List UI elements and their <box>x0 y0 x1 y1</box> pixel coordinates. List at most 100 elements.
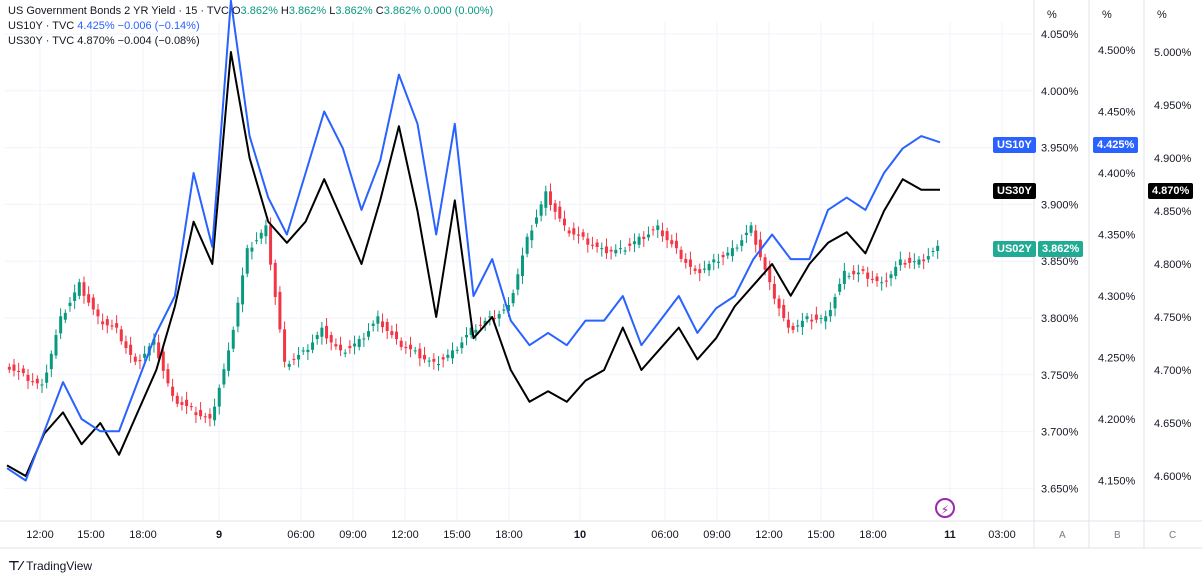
us02y-candle-body <box>651 229 655 231</box>
us02y-candle-body <box>884 280 888 282</box>
legend-us30y[interactable]: US30Y · TVC 4.870% −0.004 (−0.08%) <box>8 34 493 49</box>
us02y-candle-body <box>348 345 352 349</box>
us02y-candle-body <box>861 269 865 271</box>
us02y-candle-body <box>712 259 716 263</box>
close-value: 3.862% <box>383 5 422 17</box>
a-tick-label: 3.950% <box>1041 143 1079 155</box>
b-tick-label: 4.300% <box>1098 291 1136 303</box>
us02y-candle-body <box>740 240 744 246</box>
us02y-candle-body <box>679 249 683 259</box>
a-tick-label: 4.050% <box>1041 29 1079 41</box>
axis-a-letter[interactable]: A <box>1059 530 1066 541</box>
x-tick-label: 09:00 <box>339 529 367 541</box>
us02y-candle-body <box>311 342 315 350</box>
a-tick-label: 3.650% <box>1041 483 1079 495</box>
us02y-candle-body <box>716 261 720 263</box>
axis-c-unit: % <box>1157 9 1167 21</box>
us02y-candle-body <box>217 387 221 407</box>
us02y-candle-body <box>357 339 361 347</box>
us02y-candle-body <box>506 304 510 312</box>
us02y-candle-body <box>91 297 95 310</box>
us02y-candle-body <box>474 329 478 333</box>
x-tick-label: 10 <box>574 529 586 541</box>
us02y-candle-body <box>660 230 664 237</box>
us02y-candle-body <box>77 282 81 296</box>
b-tick-label: 4.200% <box>1098 414 1136 426</box>
us02y-candle-body <box>791 325 795 330</box>
us02y-candle-body <box>446 354 450 358</box>
us30y-symbol-tag: US30Y <box>993 183 1036 199</box>
tradingview-logo[interactable]: ⊤⁄ TradingView <box>8 558 92 574</box>
us02y-candle-body <box>49 353 53 370</box>
us02y-candle-body <box>437 364 441 366</box>
us02y-candle-body <box>665 231 669 241</box>
axis-c-letter[interactable]: C <box>1169 530 1177 541</box>
us02y-candle-body <box>63 312 67 320</box>
us02y-candle-body <box>600 248 604 250</box>
us02y-candle-body <box>754 230 758 245</box>
tradingview-logo-icon: ⊤⁄ <box>8 558 23 573</box>
us02y-candle-body <box>441 357 445 360</box>
us02y-candle-body <box>236 302 240 327</box>
x-tick-label: 06:00 <box>287 529 315 541</box>
us02y-candle-body <box>59 316 63 334</box>
us02y-candle-body <box>749 225 753 233</box>
us02y-candle-body <box>796 325 800 327</box>
us02y-candle-body <box>334 344 338 347</box>
us02y-candle-body <box>870 278 874 280</box>
us02y-candle-body <box>250 247 254 252</box>
us02y-candle-body <box>208 413 212 419</box>
us30y-line <box>6 51 940 477</box>
us02y-candle-body <box>726 252 730 256</box>
c-tick-label: 4.850% <box>1154 206 1192 218</box>
lightning-icon[interactable]: ⚡ <box>935 498 955 518</box>
us02y-candle-body <box>903 262 907 265</box>
close-label: C <box>375 5 384 17</box>
us10y-symbol-tag: US10Y <box>993 137 1036 153</box>
tradingview-brand: TradingView <box>26 559 93 573</box>
axis-a-unit: % <box>1047 9 1057 21</box>
us02y-candle-body <box>203 416 207 418</box>
legend-us10y[interactable]: US10Y · TVC 4.425% −0.006 (−0.14%) <box>8 19 493 34</box>
us02y-candle-body <box>413 350 417 352</box>
chart-legend: US Government Bonds 2 YR Yield · 15 · TV… <box>8 4 493 49</box>
us10y-line <box>6 0 941 482</box>
us02y-candle-body <box>786 319 790 328</box>
us02y-candle-body <box>814 314 818 320</box>
us02y-candle-body <box>115 323 119 328</box>
us02y-candle-body <box>306 349 310 353</box>
legend-us30y-last: 4.870% <box>77 35 115 47</box>
us02y-candle-body <box>842 270 846 284</box>
us02y-candle-body <box>40 384 44 386</box>
us02y-candle-body <box>721 254 725 258</box>
us10y-price-tag: 4.425% <box>1093 137 1139 153</box>
x-tick-label: 12:00 <box>391 529 419 541</box>
us02y-candle-body <box>553 203 557 212</box>
us02y-candle-body <box>427 360 431 362</box>
c-tick-label: 4.900% <box>1154 153 1192 165</box>
a-tick-label: 3.800% <box>1041 313 1079 325</box>
a-tick-label: 3.700% <box>1041 427 1079 439</box>
us02y-candle-body <box>381 321 385 328</box>
x-tick-label: 15:00 <box>77 529 105 541</box>
us02y-candle-body <box>21 368 25 374</box>
us02y-candle-body <box>912 261 916 263</box>
us02y-candle-body <box>520 255 524 276</box>
us02y-candle-body <box>292 358 296 360</box>
us02y-candle-body <box>264 225 268 237</box>
us02y-candle-body <box>623 250 627 252</box>
b-tick-label: 4.500% <box>1098 45 1136 57</box>
us02y-candle-body <box>936 245 940 251</box>
open-label: O <box>231 5 241 17</box>
us02y-candle-body <box>698 269 702 274</box>
legend-us02y[interactable]: US Government Bonds 2 YR Yield · 15 · TV… <box>8 4 493 19</box>
us02y-candle-body <box>301 350 305 352</box>
us02y-candle-body <box>376 316 380 324</box>
axis-b-letter[interactable]: B <box>1114 530 1121 541</box>
us02y-candle-body <box>269 225 273 265</box>
us02y-candle-body <box>544 191 548 208</box>
us02y-candle-body <box>656 225 660 230</box>
x-tick-label: 09:00 <box>703 529 731 541</box>
us02y-candle-body <box>278 291 282 330</box>
